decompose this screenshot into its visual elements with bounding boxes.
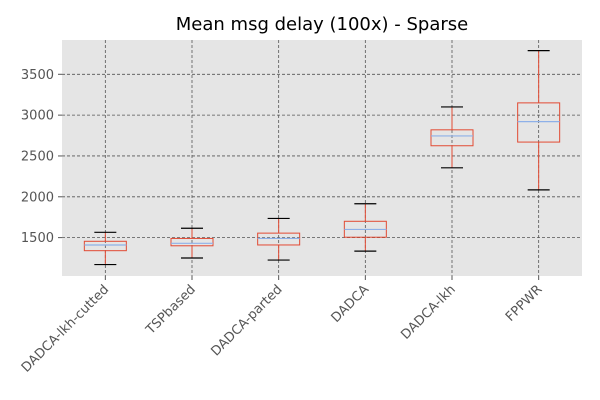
y-tick-label: 2000 <box>21 190 54 205</box>
plot-area <box>62 40 582 276</box>
boxes <box>83 50 561 266</box>
y-axis-ticks: 1500 2000 2500 3000 3500 <box>21 68 62 246</box>
iqr-box <box>170 237 214 247</box>
box-fppwr <box>517 50 561 191</box>
iqr-box <box>517 102 561 143</box>
box-dadca-lkh-cutted <box>83 231 127 266</box>
y-tick-label: 1500 <box>21 231 54 246</box>
y-tick-label: 3000 <box>21 109 54 124</box>
iqr-box <box>257 232 301 246</box>
x-tick-label: DADCA-parted <box>208 282 285 359</box>
box-tspbased <box>170 227 214 259</box>
box-dadca-lkh <box>430 106 474 169</box>
y-tick-label: 3500 <box>21 68 54 83</box>
box-dadca-parted <box>257 217 301 261</box>
x-tick-label: FPPWR <box>503 282 545 324</box>
box-dadca <box>343 203 387 252</box>
x-tick-label: TSPbased <box>143 282 199 338</box>
x-axis-ticks: DADCA-lkh-cutted TSPbased DADCA-parted DADC… <box>19 276 545 376</box>
x-tick-label: DADCA-lkh-cutted <box>19 282 112 375</box>
x-tick-label: DADCA-lkh <box>398 282 458 342</box>
x-tick-label: DADCA <box>329 282 373 326</box>
y-tick-label: 2500 <box>21 149 54 164</box>
iqr-box <box>83 240 127 252</box>
chart-title: Mean msg delay (100x) - Sparse <box>176 14 468 35</box>
iqr-box <box>430 129 474 147</box>
